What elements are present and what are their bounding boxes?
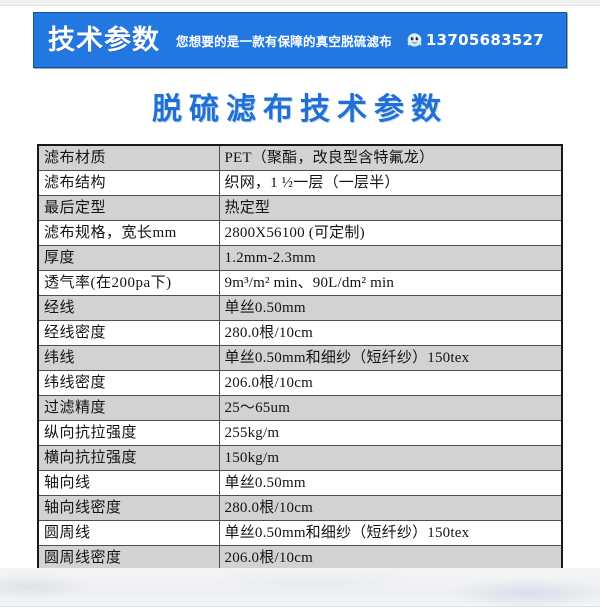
table-row: 纵向抗拉强度 255kg/m [37, 420, 563, 446]
table-row: 经线 单丝0.50mm [37, 295, 563, 321]
bottom-edge-rule [0, 606, 600, 615]
spec-value: 单丝0.50mm [218, 295, 563, 321]
table-row: 透气率(在200pa下) 9m³/m² min、90L/dm² min [37, 270, 563, 296]
qq-smiley-icon [406, 32, 423, 49]
table-row: 最后定型 热定型 [37, 195, 563, 221]
table-row: 滤布规格，宽长mm 2800X56100 (可定制) [37, 220, 563, 246]
spec-label: 经线密度 [37, 320, 220, 346]
table-row: 滤布材质 PET（聚酯，改良型含特氟龙） [37, 144, 563, 171]
specification-table: 滤布材质 PET（聚酯，改良型含特氟龙） 滤布结构 织网，1 ½一层（一层半） 最后定型… [37, 144, 563, 572]
spec-value: 9m³/m² min、90L/dm² min [218, 270, 563, 296]
table-row: 轴向线 单丝0.50mm [37, 470, 563, 496]
table-row: 滤布结构 织网，1 ½一层（一层半） [37, 170, 563, 196]
table-row: 过滤精度 25～65um [37, 395, 563, 421]
spec-value: 255kg/m [218, 420, 563, 446]
spec-value: 25～65um [218, 395, 563, 421]
spec-label: 经线 [37, 295, 220, 321]
spec-value: 1.2mm-2.3mm [218, 245, 563, 271]
spec-value: 150kg/m [218, 445, 563, 471]
spec-value: 206.0根/10cm [218, 545, 563, 572]
spec-label: 滤布结构 [37, 170, 220, 196]
table-row: 经线密度 280.0根/10cm [37, 320, 563, 346]
spec-value: PET（聚酯，改良型含特氟龙） [218, 144, 563, 171]
spec-label: 透气率(在200pa下) [37, 270, 220, 296]
spec-value: 280.0根/10cm [218, 495, 563, 521]
banner-subtitle: 您想要的是一款有保障的真空脱硫滤布 [176, 33, 392, 49]
spec-value: 280.0根/10cm [218, 320, 563, 346]
top-edge-strip [0, 0, 600, 6]
spec-label: 厚度 [37, 245, 220, 271]
spec-label: 纵向抗拉强度 [37, 420, 220, 446]
table-row: 圆周线密度 206.0根/10cm [37, 545, 563, 572]
table-row: 纬线密度 206.0根/10cm [37, 370, 563, 396]
spec-label: 圆周线 [37, 520, 220, 546]
spec-value: 2800X56100 (可定制) [218, 220, 563, 246]
table-row: 圆周线 单丝0.50mm和细纱（短纤纱）150tex [37, 520, 563, 546]
page-title: 脱硫滤布技术参数 [152, 92, 448, 127]
spec-label: 滤布规格，宽长mm [37, 220, 220, 246]
spec-label: 横向抗拉强度 [37, 445, 220, 471]
spec-value: 织网，1 ½一层（一层半） [218, 170, 563, 196]
spec-label: 最后定型 [37, 195, 220, 221]
table-row: 横向抗拉强度 150kg/m [37, 445, 563, 471]
spec-label: 纬线密度 [37, 370, 220, 396]
banner-phone-number: 13705683527 [425, 31, 545, 49]
table-row: 厚度 1.2mm-2.3mm [37, 245, 563, 271]
spec-value: 单丝0.50mm和细纱（短纤纱）150tex [218, 345, 563, 371]
spec-label: 过滤精度 [37, 395, 220, 421]
spec-value: 206.0根/10cm [218, 370, 563, 396]
technical-parameters-banner: 技术参数 您想要的是一款有保障的真空脱硫滤布 13705683527 [33, 12, 567, 68]
table-row: 轴向线密度 280.0根/10cm [37, 495, 563, 521]
spec-label: 轴向线 [37, 470, 220, 496]
specification-table-container: 滤布材质 PET（聚酯，改良型含特氟龙） 滤布结构 织网，1 ½一层（一层半） 最后定型… [37, 144, 563, 572]
banner-title: 技术参数 [48, 24, 160, 56]
spec-label: 纬线 [37, 345, 220, 371]
table-row: 纬线 单丝0.50mm和细纱（短纤纱）150tex [37, 345, 563, 371]
spec-label: 滤布材质 [37, 144, 220, 171]
spec-value: 单丝0.50mm [218, 470, 563, 496]
spec-value: 单丝0.50mm和细纱（短纤纱）150tex [218, 520, 563, 546]
spec-value: 热定型 [218, 195, 563, 221]
banner-contact: 13705683527 [406, 31, 544, 49]
spec-label: 轴向线密度 [37, 495, 220, 521]
